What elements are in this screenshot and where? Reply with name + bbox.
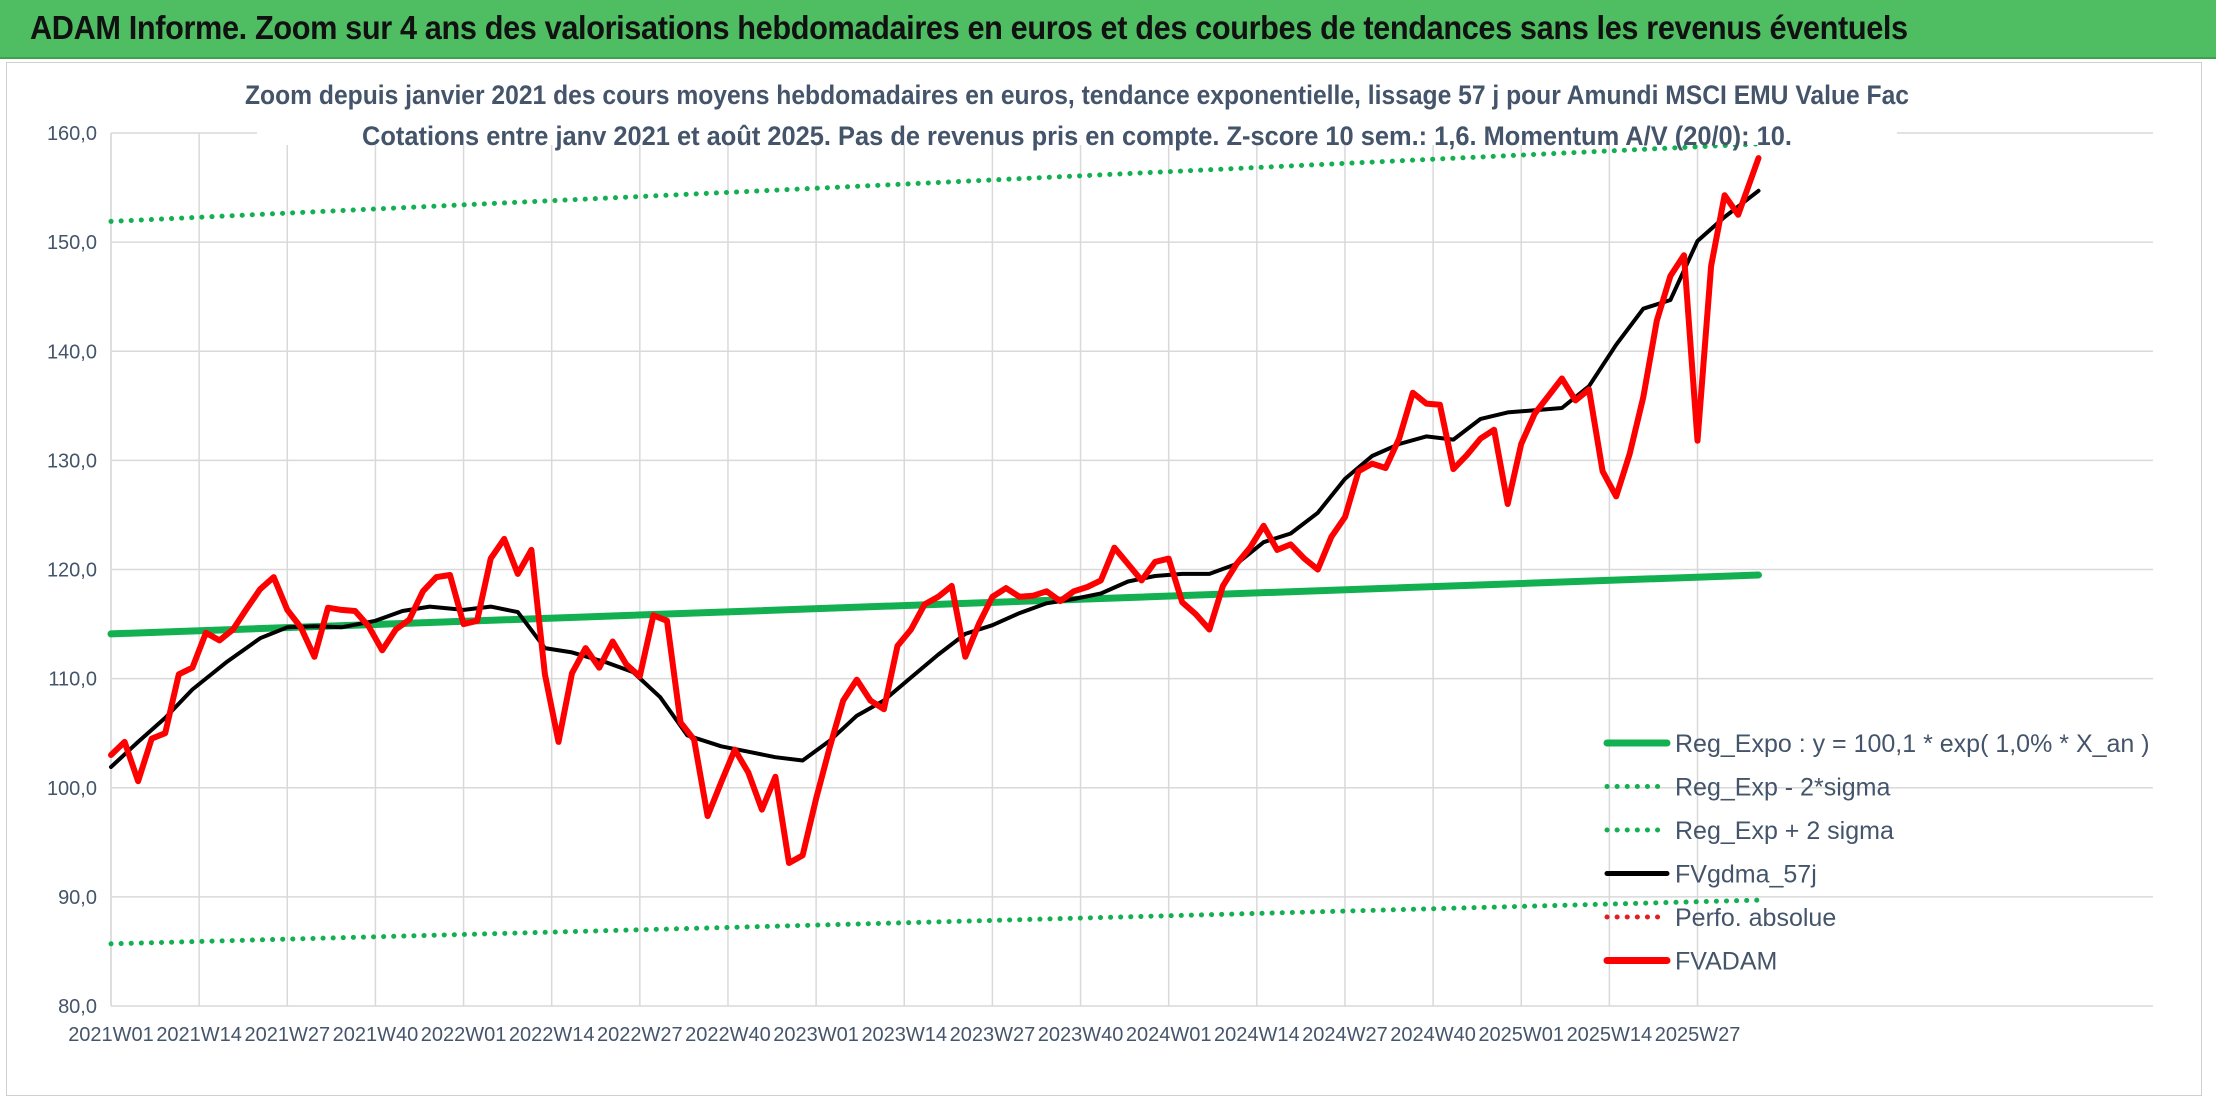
legend-label: Perfo. absolue (1675, 904, 1836, 932)
y-tick-label: 90,0 (58, 887, 97, 909)
series-line-5 (108, 155, 1762, 866)
x-tick-label: 2021W01 (68, 1024, 154, 1046)
x-tick-label: 2025W14 (1567, 1024, 1653, 1046)
chart-title: Zoom depuis janvier 2021 des cours moyen… (245, 65, 1909, 151)
x-tick-label: 2024W01 (1126, 1024, 1212, 1046)
legend-label: Reg_Exp - 2*sigma (1675, 774, 1890, 802)
y-tick-label: 110,0 (48, 669, 97, 691)
x-tick-label: 2022W40 (685, 1024, 771, 1046)
x-tick-label: 2021W27 (244, 1024, 330, 1046)
series-layer (107, 141, 1762, 947)
x-tick-label: 2024W27 (1302, 1024, 1388, 1046)
y-tick-label: 150,0 (47, 232, 97, 254)
series-line-2 (108, 141, 1761, 224)
x-tick-label: 2023W14 (861, 1024, 947, 1046)
x-tick-label: 2024W14 (1214, 1024, 1300, 1046)
chart-frame: 80,0 90,0 100,0 110,0 120,0 130,0 140,0 150,0 16… (6, 62, 2202, 1096)
x-tick-label: 2022W27 (597, 1024, 683, 1046)
x-tick-label: 2022W14 (509, 1024, 595, 1046)
y-tick-label: 120,0 (47, 560, 97, 582)
series-line-0 (107, 571, 1762, 638)
x-tick-label: 2025W01 (1478, 1024, 1564, 1046)
y-tick-label: 160,0 (47, 123, 97, 145)
legend-label: Reg_Exp + 2 sigma (1675, 817, 1894, 845)
grid-layer: 80,0 90,0 100,0 110,0 120,0 130,0 140,0 150,0 16… (47, 123, 2153, 1046)
chart-title-line-1: Zoom depuis janvier 2021 des cours moyen… (245, 80, 1909, 110)
x-tick-label: 2021W14 (156, 1024, 242, 1046)
report-header: ADAM Informe. Zoom sur 4 ans des valoris… (0, 0, 2216, 59)
x-tick-label: 2023W01 (773, 1024, 859, 1046)
x-tick-label: 2023W40 (1038, 1024, 1124, 1046)
chart-title-background (257, 65, 1897, 145)
legend-label: FVADAM (1675, 948, 1777, 976)
y-tick-label: 140,0 (47, 341, 97, 363)
chart-title-line-2: Cotations entre janv 2021 et août 2025. … (362, 121, 1792, 151)
legend-label: FVgdma_57j (1675, 861, 1817, 889)
x-tick-label: 2021W40 (333, 1024, 419, 1046)
x-tick-label: 2022W01 (421, 1024, 507, 1046)
chart: 80,0 90,0 100,0 110,0 120,0 130,0 140,0 150,0 16… (47, 65, 2153, 1046)
legend-label: Reg_Expo : y = 100,1 * exp( 1,0% * X_an … (1675, 730, 2150, 758)
legend: Reg_Expo : y = 100,1 * exp( 1,0% * X_an … (1603, 730, 2150, 976)
y-tick-label: 100,0 (47, 778, 97, 800)
series-line-1 (108, 897, 1761, 947)
x-tick-label: 2024W40 (1390, 1024, 1476, 1046)
x-tick-label: 2023W27 (950, 1024, 1036, 1046)
y-tick-label: 130,0 (47, 450, 97, 472)
series-line-3 (109, 188, 1761, 769)
y-tick-label: 80,0 (58, 996, 97, 1018)
x-tick-label: 2025W27 (1655, 1024, 1741, 1046)
report-title: ADAM Informe. Zoom sur 4 ans des valoris… (30, 9, 1908, 46)
